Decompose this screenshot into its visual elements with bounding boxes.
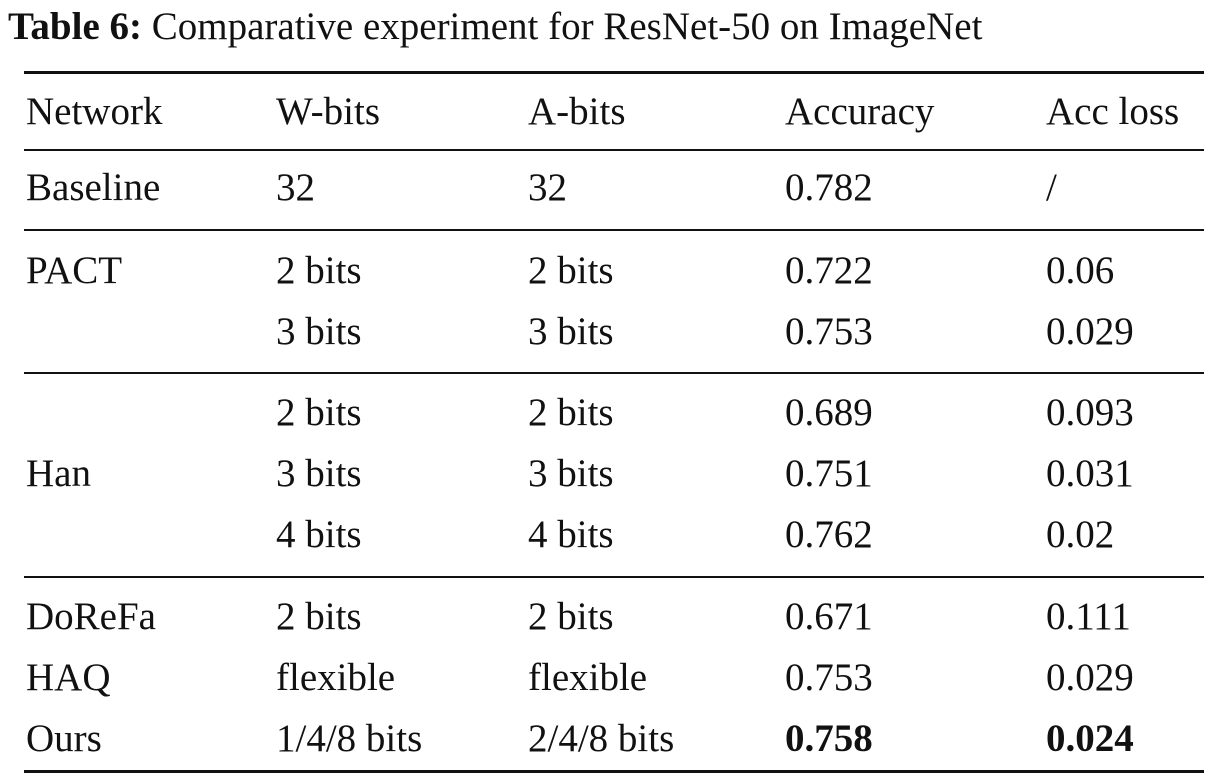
group-rule bbox=[24, 576, 1204, 578]
cell-w-bits: 2 bits bbox=[276, 249, 362, 292]
cell-a-bits: 4 bits bbox=[528, 513, 614, 556]
cell-w-bits: 2 bits bbox=[276, 595, 362, 638]
cell-w-bits: flexible bbox=[276, 656, 396, 699]
header-network: Network bbox=[26, 90, 163, 133]
cell-w-bits: 4 bits bbox=[276, 513, 362, 556]
header-acc-loss: Acc loss bbox=[1046, 90, 1180, 133]
header-w-bits: W-bits bbox=[276, 90, 380, 133]
cell-acc-loss: 0.02 bbox=[1046, 513, 1115, 556]
cell-accuracy: 0.722 bbox=[785, 249, 873, 292]
cell-a-bits: 2/4/8 bits bbox=[528, 717, 675, 760]
cell-acc-loss-best: 0.024 bbox=[1046, 717, 1134, 760]
cell-a-bits: 2 bits bbox=[528, 391, 614, 434]
cell-w-bits: 1/4/8 bits bbox=[276, 717, 423, 760]
cell-acc-loss: 0.06 bbox=[1046, 249, 1115, 292]
cell-acc-loss: 0.093 bbox=[1046, 391, 1134, 434]
cell-acc-loss: 0.029 bbox=[1046, 656, 1134, 699]
table-caption-label: Table 6: bbox=[8, 5, 143, 48]
cell-accuracy: 0.689 bbox=[785, 391, 873, 434]
cell-w-bits: 3 bits bbox=[276, 310, 362, 353]
cell-acc-loss: 0.031 bbox=[1046, 452, 1134, 495]
cell-accuracy: 0.671 bbox=[785, 595, 873, 638]
header-accuracy: Accuracy bbox=[785, 90, 935, 133]
cell-acc-loss: / bbox=[1046, 166, 1057, 209]
group-rule bbox=[24, 229, 1204, 231]
cell-w-bits: 32 bbox=[276, 166, 315, 209]
cell-a-bits: 3 bits bbox=[528, 452, 614, 495]
header-rule bbox=[24, 149, 1204, 151]
table-caption: Table 6: Comparative experiment for ResN… bbox=[8, 4, 982, 50]
cell-w-bits: 3 bits bbox=[276, 452, 362, 495]
bottom-rule bbox=[24, 770, 1204, 773]
cell-a-bits: flexible bbox=[528, 656, 648, 699]
cell-a-bits: 3 bits bbox=[528, 310, 614, 353]
group-rule bbox=[24, 372, 1204, 374]
cell-acc-loss: 0.029 bbox=[1046, 310, 1134, 353]
cell-accuracy: 0.782 bbox=[785, 166, 873, 209]
cell-network-pact: PACT bbox=[26, 249, 123, 292]
cell-network-dorefa: DoReFa bbox=[26, 595, 156, 638]
cell-network-ours: Ours bbox=[26, 717, 102, 760]
header-a-bits: A-bits bbox=[528, 90, 626, 133]
cell-acc-loss: 0.111 bbox=[1046, 595, 1131, 638]
cell-a-bits: 32 bbox=[528, 166, 567, 209]
cell-network-haq: HAQ bbox=[26, 656, 111, 699]
cell-network-han: Han bbox=[26, 452, 91, 495]
cell-accuracy: 0.753 bbox=[785, 656, 873, 699]
cell-a-bits: 2 bits bbox=[528, 249, 614, 292]
cell-accuracy: 0.762 bbox=[785, 513, 873, 556]
cell-network-baseline: Baseline bbox=[26, 166, 161, 209]
cell-a-bits: 2 bits bbox=[528, 595, 614, 638]
cell-w-bits: 2 bits bbox=[276, 391, 362, 434]
cell-accuracy-best: 0.758 bbox=[785, 717, 873, 760]
cell-accuracy: 0.753 bbox=[785, 310, 873, 353]
top-rule bbox=[24, 71, 1204, 74]
cell-accuracy: 0.751 bbox=[785, 452, 873, 495]
table-caption-text: Comparative experiment for ResNet-50 on … bbox=[151, 5, 983, 48]
